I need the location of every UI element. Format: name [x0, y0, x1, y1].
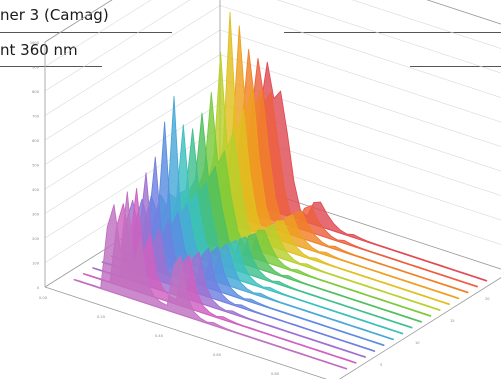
grid-line: [426, 0, 501, 25]
x-tick-label: 0.80: [271, 372, 280, 376]
grid-line: [277, 0, 501, 74]
header-rule: [0, 66, 102, 67]
y-tick-label: 700: [32, 115, 40, 119]
x-tick-label: 0.60: [213, 353, 222, 357]
y-tick-label: 0: [37, 286, 40, 290]
z-tick-label: 5: [380, 363, 382, 367]
frame-edge: [339, 277, 501, 379]
header-rule: [0, 32, 172, 33]
y-tick-label: 900: [32, 66, 40, 70]
z-tick-label: 20: [485, 297, 490, 301]
y-tick-label: 500: [32, 164, 40, 168]
grid-line: [44, 54, 221, 165]
y-tick-label: 400: [32, 188, 40, 192]
series-trace-1: [73, 191, 348, 370]
grid-line: [44, 29, 221, 141]
frame-edge: [44, 286, 328, 379]
y-tick-label: 100: [32, 262, 40, 266]
header-rule: [284, 32, 501, 33]
series-traces: [73, 11, 488, 370]
grid-line: [44, 78, 221, 190]
z-tick-label: 10: [415, 341, 420, 345]
y-tick-label: 600: [32, 139, 40, 143]
x-tick-label: 0.40: [155, 334, 164, 338]
grid-line: [219, 5, 501, 98]
x-tick-label: 0.20: [97, 315, 106, 319]
grid-line: [351, 0, 501, 49]
z-tick-label: 15: [450, 319, 455, 323]
frame-edge: [44, 0, 113, 43]
series-baseline-1: [73, 279, 347, 370]
y-tick-label: 300: [32, 213, 40, 217]
header-line-2: nt 360 nm: [0, 41, 78, 59]
grid-line: [219, 29, 501, 123]
grid-line: [44, 0, 191, 92]
header-rule: [410, 66, 501, 67]
y-tick-label: 800: [32, 90, 40, 94]
x-tick-label: 0.00: [39, 296, 48, 300]
grid-line: [44, 0, 152, 67]
grid-line: [44, 103, 221, 214]
frame-edge: [426, 0, 501, 25]
y-tick-label: 1000: [30, 41, 40, 45]
axis-ticks: 0010010020020030030040040050050060060070…: [30, 41, 490, 376]
grid-line: [44, 5, 221, 116]
y-tick-label: 200: [32, 237, 40, 241]
